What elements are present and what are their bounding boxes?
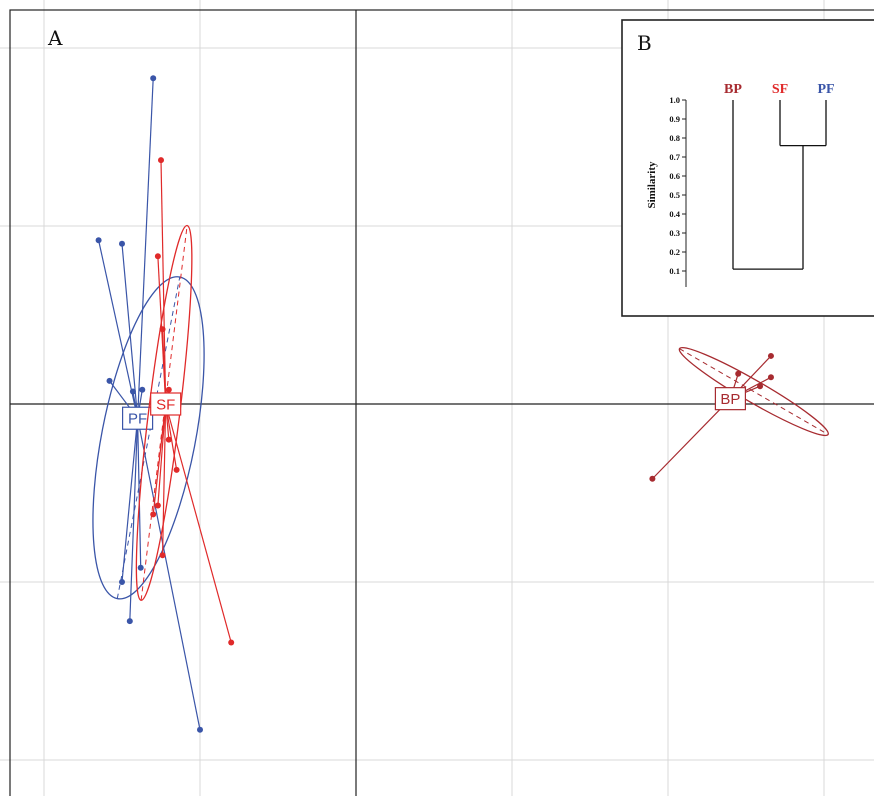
data-point [165,386,172,393]
data-point [139,386,146,393]
spider-line [137,418,142,568]
ellipse-axis [679,348,829,435]
ellipse-axis [116,276,181,599]
group-bp: BP [649,346,829,482]
data-point [173,466,180,473]
data-point [735,370,742,377]
data-point [119,579,125,585]
dendrogram-branches [732,100,827,270]
tick-label: 0.6 [669,171,680,181]
spider-line [98,240,139,419]
dendrogram-leaves: BP SF PF [724,82,835,97]
spider-line [165,403,232,643]
data-point [95,237,102,244]
centroid-label-box [121,406,154,430]
data-point [228,639,235,646]
tick-label: 0.3 [669,228,680,238]
leaf-label: BP [724,82,742,97]
tick-label: 0.4 [669,209,680,219]
panel-a-label: A [47,26,63,50]
spider-line [137,78,154,419]
inset-frame [621,19,874,317]
data-point [106,377,113,384]
leaf-label: PF [817,82,834,97]
tick-label: 0.1 [669,266,680,276]
dendrogram-y-axis-label: Similarity [646,161,658,209]
tick-label: 0.7 [669,152,680,162]
tick-label: 1.0 [669,95,680,105]
group-layer: PF SF BP [92,75,829,733]
data-point [767,352,774,359]
data-point [158,157,164,164]
data-point [129,388,136,395]
spider-line [121,418,139,583]
data-point [137,564,144,571]
data-point [757,383,764,390]
data-point [150,75,157,82]
data-point [165,436,172,443]
tick-label: 0.2 [669,247,680,257]
tick-label: 0.8 [669,133,680,143]
tick-label: 0.5 [669,190,680,200]
data-point [197,726,203,733]
data-point [159,326,166,333]
spider-line [160,160,167,405]
centroid-label: BP [720,391,740,408]
group-pf: PF [92,75,205,733]
centroid-label: SF [156,397,175,414]
group-sf: SF [135,157,235,646]
panel-b-label: B [637,31,652,55]
data-point [767,374,774,381]
data-point [154,253,161,260]
tick-label: 0.9 [669,114,680,124]
data-point [119,240,125,247]
centroid-label: PF [128,411,147,428]
data-point [126,618,133,625]
dendrogram-ticks: 1.0 0.9 0.8 0.7 0.6 0.5 0.4 0.3 0.2 0.1 [669,95,687,287]
data-point [159,552,166,559]
plot-frame [9,9,874,796]
dendrogram-inset: B Similarity 1.0 0.9 0.8 0.7 0.6 0.5 0.4 0.3 0.2… [621,19,874,317]
spider-line [157,403,167,506]
leaf-label: SF [772,82,788,97]
data-point [649,475,656,482]
spider-line [161,329,167,405]
spider-line [651,398,731,480]
spider-line [121,243,139,419]
spider-line [129,418,139,622]
centroid-label-box [150,392,182,416]
spider-line [161,403,167,556]
centroid-label-box [714,387,747,411]
data-point [150,511,157,518]
spider-line [137,418,201,730]
spider-line [152,403,167,515]
data-point [154,502,161,509]
